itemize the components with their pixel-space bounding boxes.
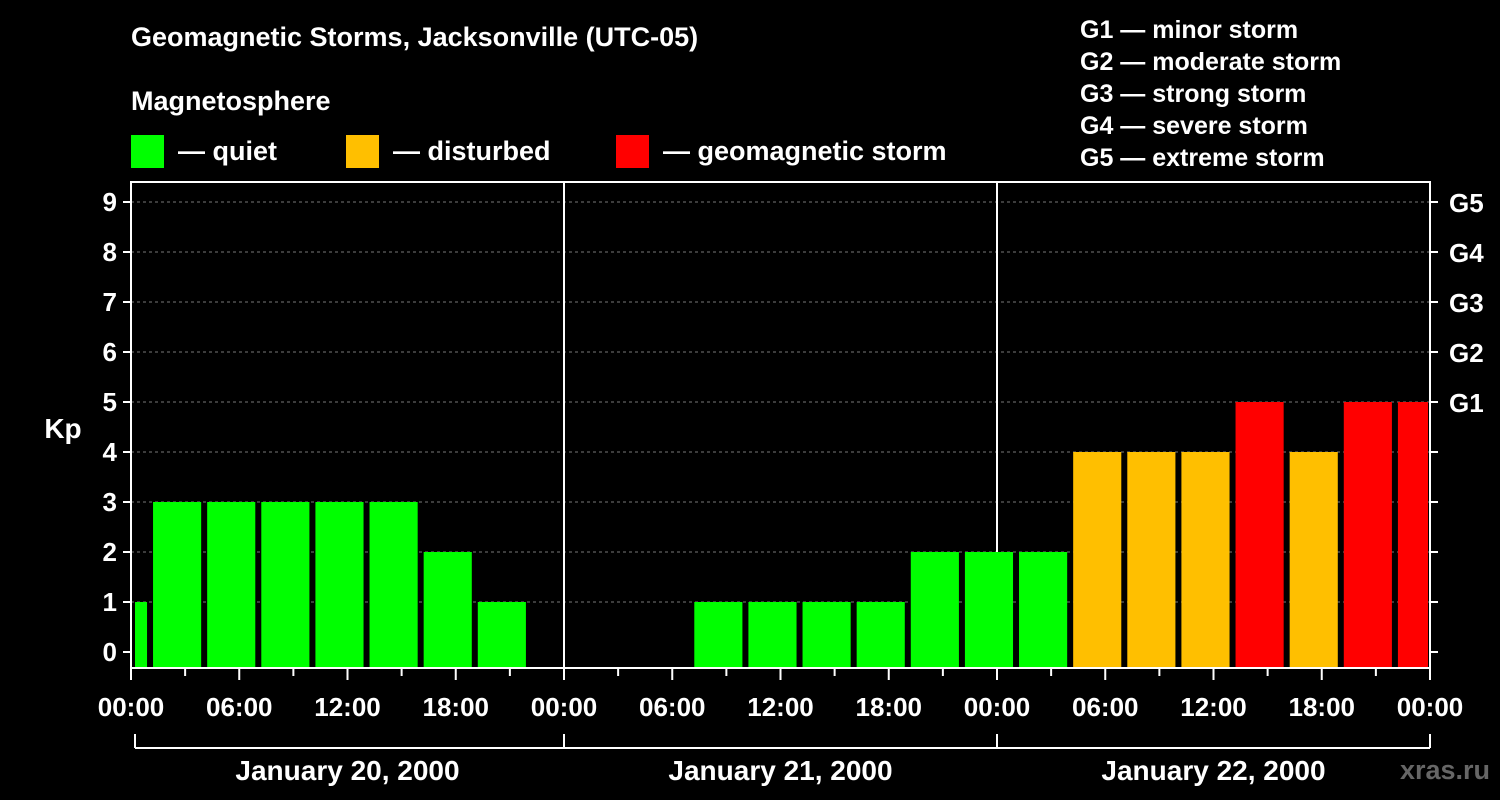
g-tick-label: G3 — [1449, 288, 1484, 318]
g-scale-item: G2 — moderate storm — [1080, 48, 1342, 76]
legend-storm-swatch — [616, 134, 649, 168]
legend-quiet-label: — quiet — [178, 135, 277, 166]
x-tick-label: 00:00 — [964, 692, 1031, 722]
kp-bar — [1397, 402, 1428, 668]
kp-bar — [477, 602, 526, 668]
x-tick-label: 00:00 — [531, 692, 598, 722]
day-label: January 20, 2000 — [235, 755, 459, 786]
kp-bar — [153, 502, 202, 668]
legend-disturbed-label: — disturbed — [393, 135, 551, 166]
y-tick-label: 7 — [103, 287, 117, 317]
kp-bar — [1235, 402, 1284, 668]
y-tick-label: 4 — [103, 437, 118, 467]
g-tick-label: G2 — [1449, 338, 1484, 368]
x-tick-label: 12:00 — [747, 692, 814, 722]
g-scale-item: G4 — severe storm — [1080, 112, 1308, 140]
x-tick-label: 06:00 — [206, 692, 273, 722]
y-tick-label: 2 — [103, 537, 117, 567]
y-axis-label: Kp — [44, 413, 81, 444]
x-tick-label: 00:00 — [1397, 692, 1464, 722]
g-tick-label: G1 — [1449, 388, 1484, 418]
y-tick-label: 6 — [103, 337, 117, 367]
y-tick-label: 8 — [103, 237, 117, 267]
watermark: xras.ru — [1399, 755, 1490, 785]
kp-bar — [856, 602, 905, 668]
magnetosphere-heading: Magnetosphere — [131, 86, 331, 116]
g-tick-label: G5 — [1449, 188, 1484, 218]
kp-bar — [423, 552, 472, 668]
g-scale-item: G3 — strong storm — [1080, 80, 1307, 108]
g-scale-item: G1 — minor storm — [1080, 16, 1299, 44]
legend-quiet-swatch — [131, 134, 164, 168]
kp-bar — [1019, 552, 1068, 668]
legend-disturbed-swatch — [346, 134, 379, 168]
kp-bar — [1289, 452, 1338, 668]
kp-bar — [135, 602, 148, 668]
day-label: January 21, 2000 — [668, 755, 892, 786]
y-tick-label: 1 — [103, 587, 117, 617]
kp-bar — [1127, 452, 1176, 668]
legend-storm: — geomagnetic storm — [616, 134, 947, 168]
x-tick-label: 18:00 — [856, 692, 923, 722]
g-scale-list: G1 — minor storm G2 — moderate storm G3 … — [1080, 14, 1341, 174]
kp-bar — [369, 502, 418, 668]
kp-bar — [1073, 452, 1122, 668]
day-label: January 22, 2000 — [1101, 755, 1325, 786]
legend-storm-label: — geomagnetic storm — [663, 135, 947, 166]
legend-disturbed: — disturbed — [346, 134, 551, 168]
kp-bar — [802, 602, 851, 668]
x-tick-label: 12:00 — [314, 692, 381, 722]
x-tick-label: 18:00 — [1289, 692, 1356, 722]
kp-bar — [315, 502, 364, 668]
kp-bar — [910, 552, 959, 668]
kp-bar — [261, 502, 310, 668]
kp-bar — [694, 602, 743, 668]
y-tick-label: 9 — [103, 187, 117, 217]
y-tick-label: 3 — [103, 487, 117, 517]
g-tick-label: G4 — [1449, 238, 1484, 268]
kp-bar — [1343, 402, 1392, 668]
y-tick-label: 5 — [103, 387, 117, 417]
x-tick-label: 12:00 — [1180, 692, 1247, 722]
x-tick-label: 18:00 — [423, 692, 490, 722]
kp-bar — [964, 552, 1014, 668]
x-tick-label: 06:00 — [639, 692, 706, 722]
kp-bar — [748, 602, 797, 668]
y-tick-label: 0 — [103, 637, 117, 667]
x-tick-label: 00:00 — [98, 692, 165, 722]
kp-bar — [207, 502, 256, 668]
chart-title: Geomagnetic Storms, Jacksonville (UTC-05… — [131, 22, 699, 52]
x-tick-label: 06:00 — [1072, 692, 1139, 722]
g-scale-item: G5 — extreme storm — [1080, 144, 1325, 172]
kp-bar — [1181, 452, 1230, 668]
legend-quiet: — quiet — [131, 134, 277, 168]
